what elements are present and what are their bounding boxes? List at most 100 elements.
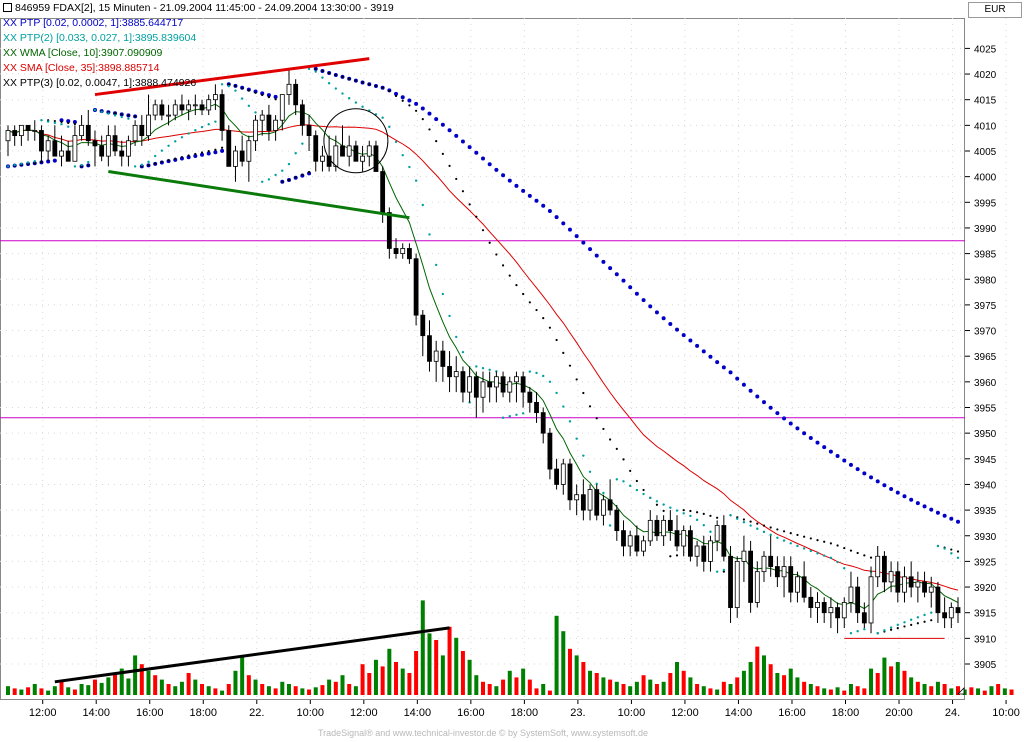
candle-body [520, 376, 526, 393]
volume-bar [695, 684, 700, 695]
candle-body [507, 381, 513, 393]
volume-bar [246, 675, 251, 695]
ptp2-dot [769, 533, 772, 537]
ptp3-dot [776, 528, 779, 531]
candle-body [868, 576, 874, 624]
candle-body [386, 212, 392, 249]
ptp2-dot [916, 616, 920, 619]
legend-item-sma[interactable]: XX SMA [Close, 35]:3898.885714 [3, 62, 160, 74]
ptp3-dot [401, 99, 404, 102]
ptp3-dot [368, 83, 371, 86]
ptp3-dot [40, 161, 43, 164]
ptp3-dot [67, 121, 70, 125]
volume-bar [59, 681, 64, 695]
ptp3-dot [200, 151, 204, 154]
candle-body [253, 119, 258, 142]
ptp3-dot [194, 152, 197, 156]
volume-bar [440, 655, 445, 695]
ptp-dot [748, 388, 753, 393]
volume-bar [286, 684, 291, 695]
ptp2-dot [254, 111, 257, 114]
candle-body [848, 586, 854, 603]
ptp-dot [574, 234, 579, 239]
ptp-dot [929, 507, 934, 512]
ptp-dot [547, 209, 552, 214]
ptp2-dot [488, 368, 491, 371]
candle-body [788, 566, 794, 593]
ptp-dot [487, 162, 492, 167]
ptp-dot [808, 436, 813, 441]
volume-bar [514, 677, 519, 695]
ptp3-dot [174, 157, 177, 160]
y-tick-label: 3990 [974, 224, 997, 235]
volume-bar [675, 662, 680, 695]
ptp2-dot [722, 568, 726, 572]
x-tick-label: 10:00 [618, 707, 646, 719]
x-tick-label: 22. [249, 707, 264, 719]
candle-body [266, 114, 272, 131]
volume-bar [835, 687, 840, 695]
ptp3-dot [702, 512, 705, 515]
candle-body [186, 104, 192, 111]
legend-item-ptp2[interactable]: XX PTP(2) [0.033, 0.027, 1]:3895.839604 [3, 32, 197, 44]
candle-body [146, 114, 151, 137]
ptp2-dot [147, 160, 150, 164]
x-tick-label: 14:00 [404, 707, 432, 719]
ptp3-dot [207, 149, 210, 153]
volume-bar [989, 686, 994, 695]
volume-bar [186, 673, 191, 695]
ptp-dot [66, 119, 71, 124]
volume-bar [494, 686, 499, 695]
ptp2-dot [294, 152, 297, 155]
candle-body [607, 499, 613, 511]
legend-item-wma[interactable]: XX WMA [Close, 10]:3907.090909 [3, 47, 163, 59]
ptp-dot [909, 497, 914, 502]
volume-bar [293, 686, 298, 695]
candle-body [246, 140, 252, 162]
volume-bar [39, 688, 44, 695]
volume-bar [681, 670, 686, 695]
volume-bar [882, 657, 887, 695]
volume-bar [628, 686, 633, 695]
ptp-dot [922, 504, 927, 509]
volume-bar [6, 686, 10, 695]
ptp3-dot [950, 548, 953, 551]
volume-bar [761, 655, 766, 695]
candle-body [273, 119, 279, 131]
volume-bar [815, 686, 820, 695]
ptp-dot [869, 475, 874, 480]
ptp-dot [875, 479, 880, 484]
candle-body [701, 545, 707, 562]
candle-body [708, 540, 713, 562]
y-tick-label: 3925 [974, 557, 997, 568]
copyright-footer: TradeSignal® and www.technical-investor.… [317, 728, 649, 738]
candle-body [126, 140, 131, 157]
ptp3-dot [234, 84, 237, 87]
ptp-dot [213, 150, 218, 155]
ptp3-dot [408, 104, 411, 107]
volume-bar [266, 686, 271, 695]
candle-body [687, 530, 693, 557]
candle-body [59, 150, 64, 157]
ptp3-dot [622, 458, 625, 461]
ptp3-dot [214, 148, 217, 151]
candle-body [340, 145, 345, 157]
ptp2-dot [87, 160, 90, 164]
ptp3-dot [823, 540, 826, 543]
ptp3-dot [903, 625, 906, 628]
legend-item-ptp3[interactable]: XX PTP(3) [0.02, 0.0047, 1]:3888.474926 [3, 77, 197, 89]
ptp2-dot [307, 67, 311, 71]
ptp3-dot [642, 488, 645, 492]
candle-body [808, 596, 814, 608]
ptp-dot [440, 122, 445, 127]
candle-body [942, 612, 948, 619]
ptp3-dot [655, 503, 659, 506]
volume-bar [367, 673, 372, 695]
legend-item-ptp[interactable]: XX PTP [0.02, 0.0002, 1]:3885.644717 [3, 17, 184, 29]
ptp3-dot [769, 526, 772, 529]
ptp2-dot [361, 105, 364, 108]
ptp2-dot [582, 454, 585, 457]
candle-body [774, 566, 780, 578]
ptp2-dot [883, 629, 886, 632]
volume-bar [567, 648, 572, 695]
